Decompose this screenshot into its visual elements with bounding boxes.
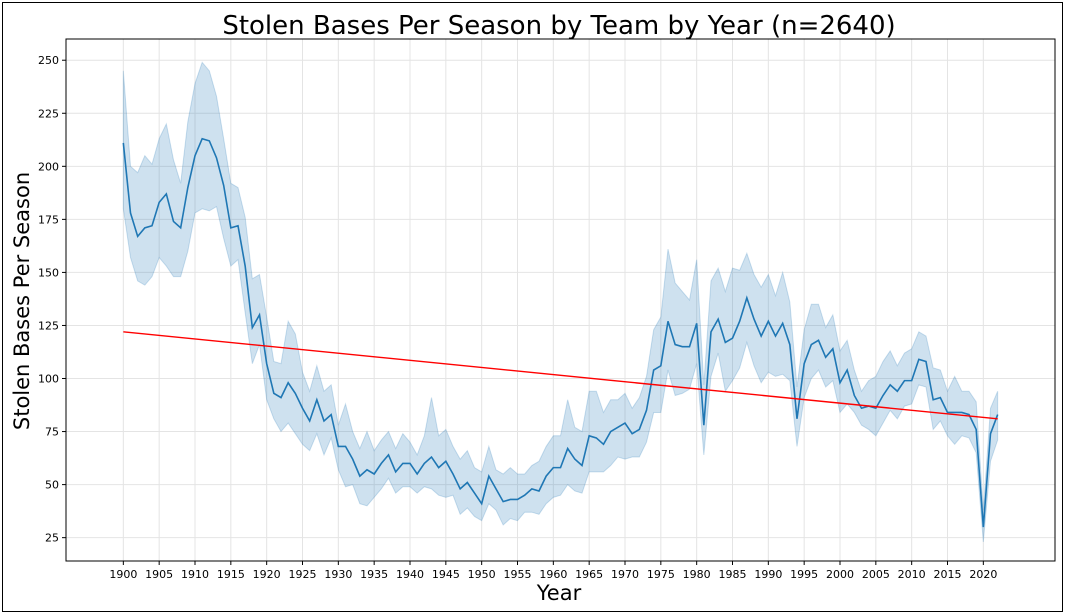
grid <box>66 39 1055 561</box>
y-axis-title: Stolen Bases Per Season <box>10 172 34 430</box>
x-tick-label: 1920 <box>253 568 281 581</box>
x-tick-label: 1975 <box>647 568 675 581</box>
x-tick-label: 1950 <box>468 568 496 581</box>
confidence-band <box>122 61 999 542</box>
y-tick-label: 150 <box>38 266 59 279</box>
y-tick-label: 50 <box>45 479 59 492</box>
x-tick-label: 1905 <box>145 568 173 581</box>
x-tick-label: 1985 <box>719 568 747 581</box>
x-tick-label: 1900 <box>109 568 137 581</box>
x-tick-label: 2010 <box>898 568 926 581</box>
y-tick-label: 25 <box>45 532 59 545</box>
trend-line <box>123 331 998 420</box>
x-tick-label: 1915 <box>217 568 245 581</box>
x-tick-label: 1990 <box>754 568 782 581</box>
x-tick-label: 1980 <box>683 568 711 581</box>
x-tick-label: 2005 <box>862 568 890 581</box>
y-tick-label: 100 <box>38 373 59 386</box>
x-tick-label: 1955 <box>504 568 532 581</box>
x-tick-label: 1945 <box>432 568 460 581</box>
x-tick-label: 1995 <box>790 568 818 581</box>
mean-line <box>122 137 999 528</box>
x-tick-label: 1960 <box>539 568 567 581</box>
x-tick-label: 1965 <box>575 568 603 581</box>
y-tick-label: 250 <box>38 54 59 67</box>
y-tick-label: 125 <box>38 319 59 332</box>
x-tick-label: 1935 <box>360 568 388 581</box>
x-tick-label: 2000 <box>826 568 854 581</box>
x-axis: 1900 1905 1910 1915 1920 1925 1930 1935 1940 1945… <box>109 561 997 581</box>
line-chart: Stolen Bases Per Season by Team by Year … <box>10 11 1056 605</box>
x-axis-title: Year <box>536 581 582 605</box>
y-tick-label: 175 <box>38 213 59 226</box>
x-tick-label: 2020 <box>969 568 997 581</box>
plot-area <box>65 38 1056 562</box>
x-tick-label: 1910 <box>181 568 209 581</box>
y-tick-label: 225 <box>38 107 59 120</box>
x-tick-label: 1940 <box>396 568 424 581</box>
x-tick-label: 1970 <box>611 568 639 581</box>
y-tick-label: 75 <box>45 426 59 439</box>
x-tick-label: 2015 <box>934 568 962 581</box>
chart-title: Stolen Bases Per Season by Team by Year … <box>222 11 895 41</box>
x-tick-label: 1930 <box>324 568 352 581</box>
x-tick-label: 1925 <box>289 568 317 581</box>
y-axis: 25 50 75 100 125 150 175 200 225 250 <box>38 54 66 545</box>
y-tick-label: 200 <box>38 160 59 173</box>
